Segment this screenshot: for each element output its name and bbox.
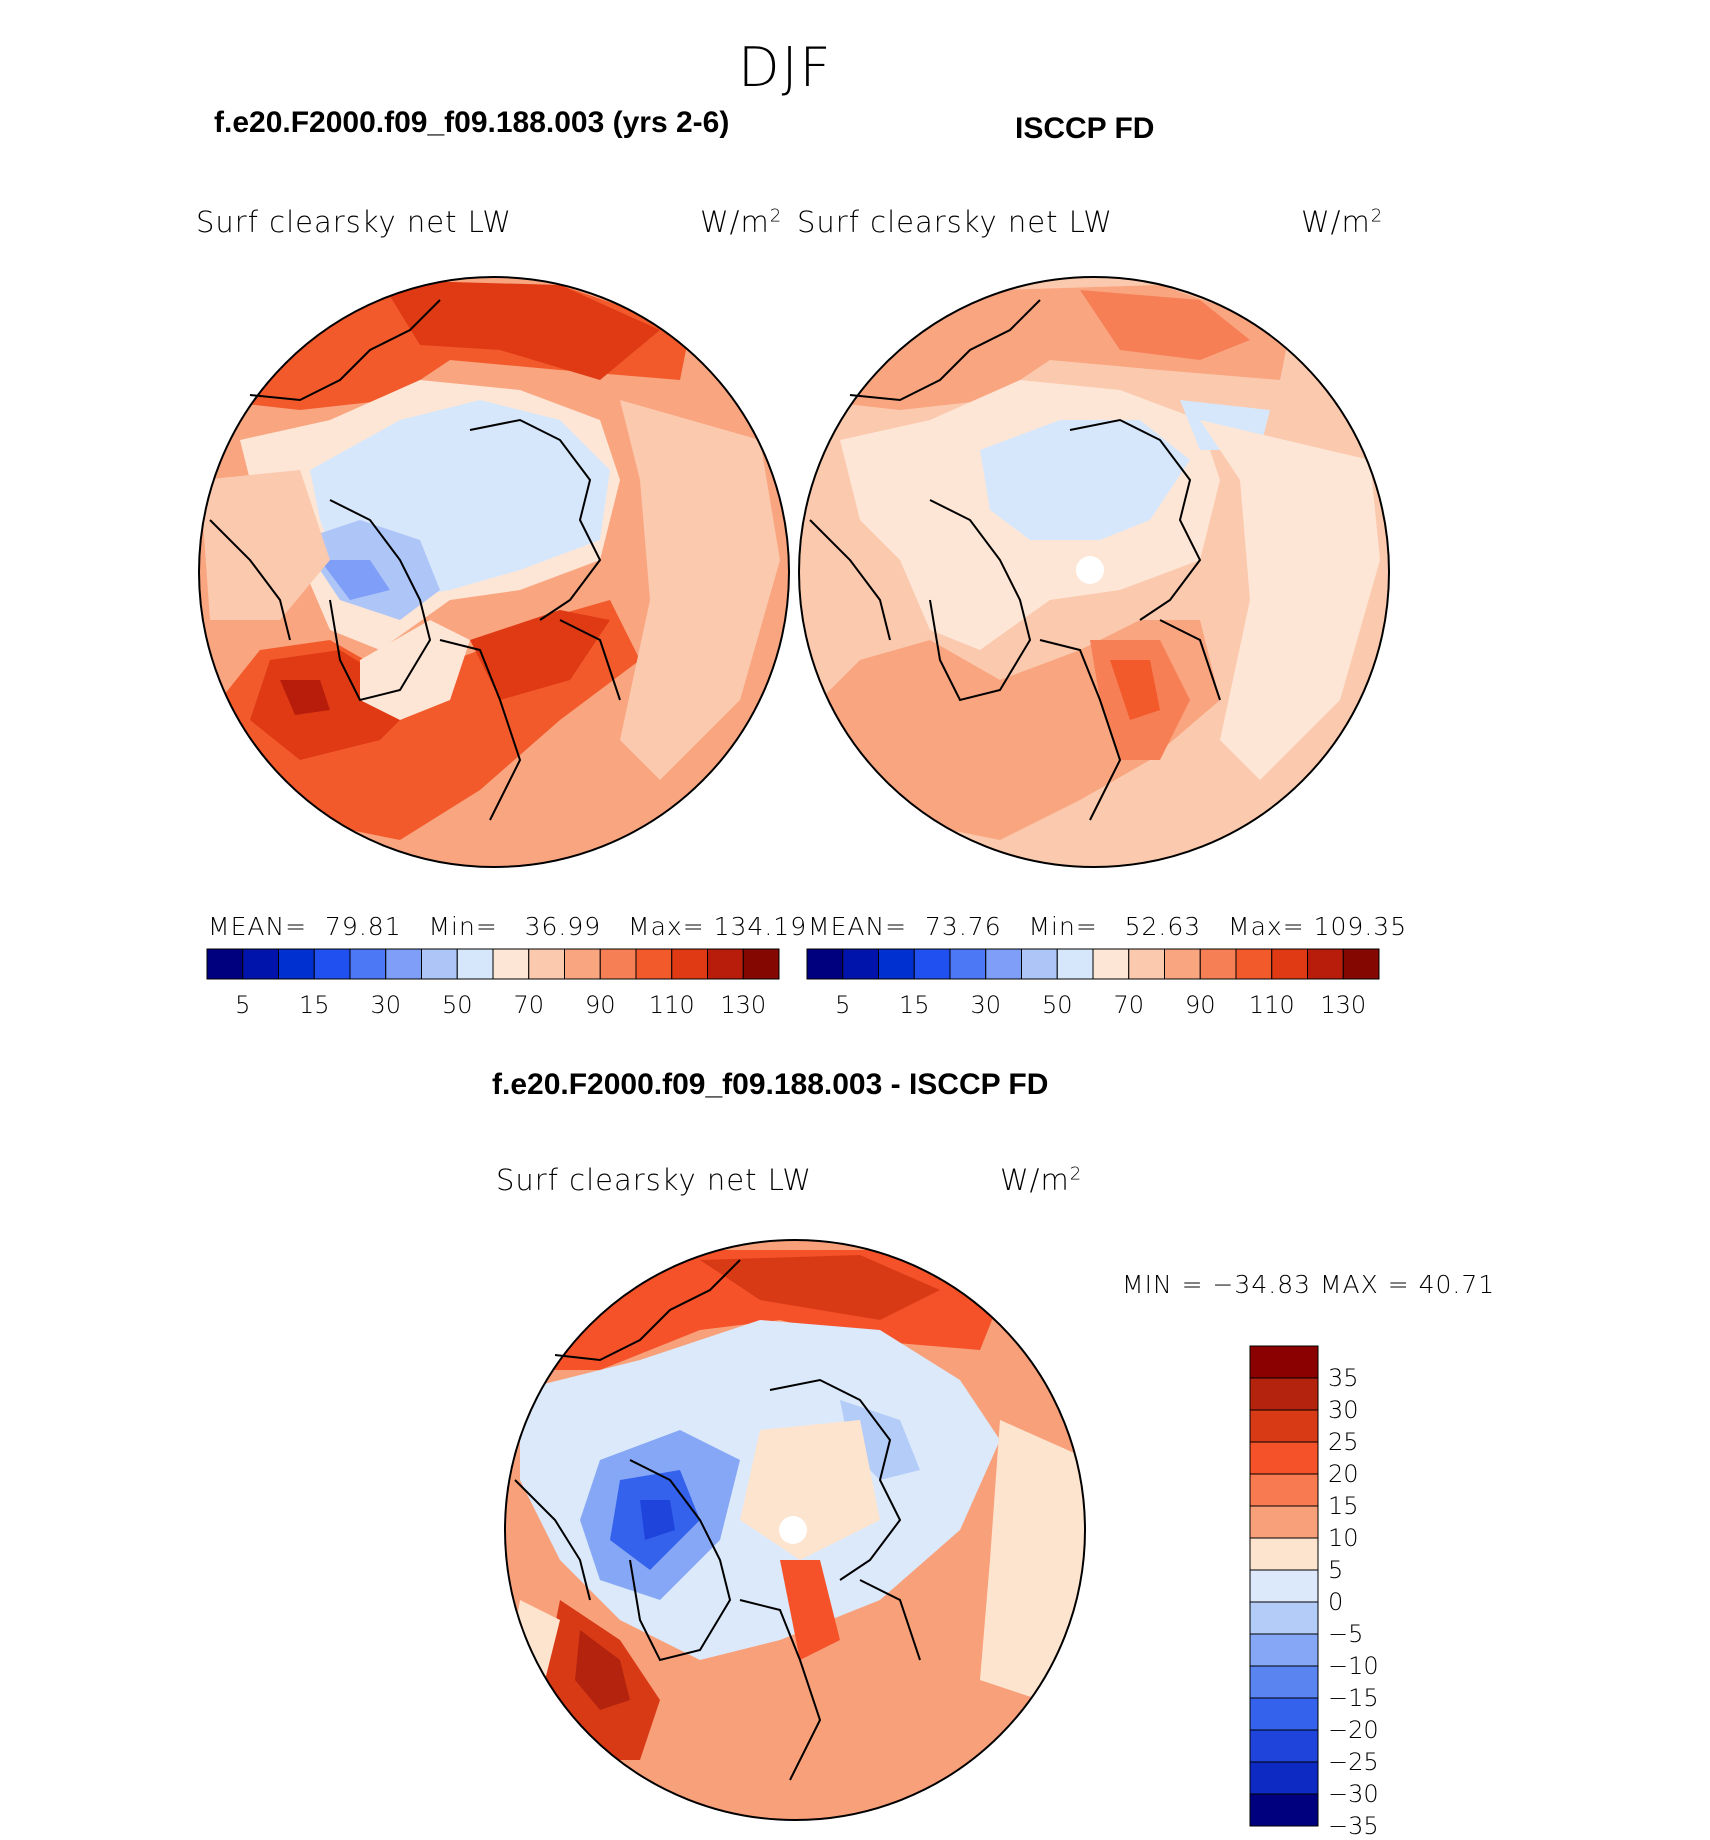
colorbar-swatch [1271, 948, 1308, 980]
colorbar-swatch [1249, 1409, 1319, 1443]
obs-var-label: Surf clearsky net LW [797, 205, 1113, 239]
colorbar-tick-label: 10 [1328, 1524, 1359, 1552]
colorbar-swatch [1199, 948, 1237, 980]
colorbar-swatch [1128, 948, 1165, 980]
colorbar-tick-label: −30 [1328, 1780, 1379, 1808]
colorbar-swatch [242, 948, 279, 980]
colorbar-swatch [949, 948, 987, 980]
model-colorbar [206, 948, 780, 980]
colorbar-swatch [278, 948, 315, 980]
obs-colorbar [806, 948, 1380, 980]
colorbar-swatch [913, 948, 951, 980]
colorbar-tick-label: 90 [1184, 991, 1216, 1019]
colorbar-tick-label: 70 [513, 991, 545, 1019]
colorbar-tick-label: 30 [370, 991, 402, 1019]
colorbar-swatch [349, 948, 387, 980]
colorbar-swatch [1092, 948, 1130, 980]
colorbar-tick-label: 90 [584, 991, 616, 1019]
colorbar-swatch [878, 948, 915, 980]
colorbar-swatch [385, 948, 422, 980]
colorbar-swatch [1307, 948, 1344, 980]
diff-minmax: MIN = −34.83 MAX = 40.71 [1122, 1270, 1496, 1299]
diff-panel-title: f.e20.F2000.f09_f09.188.003 - ISCCP FD [492, 1068, 1049, 1101]
colorbar-tick-label: 5 [235, 991, 251, 1019]
colorbar-tick-label: −35 [1328, 1812, 1379, 1840]
model-stats: MEAN= 79.81 Min= 36.99 Max= 134.19 [208, 912, 808, 941]
colorbar-swatch [1021, 948, 1058, 980]
colorbar-swatch [1164, 948, 1201, 980]
colorbar-swatch [528, 948, 565, 980]
colorbar-tick-label: 50 [441, 991, 473, 1019]
colorbar-swatch [564, 948, 601, 980]
colorbar-tick-label: 5 [835, 991, 851, 1019]
colorbar-tick-label: 110 [648, 991, 695, 1019]
colorbar-swatch [1249, 1377, 1319, 1411]
colorbar-swatch [1249, 1697, 1319, 1731]
colorbar-swatch [421, 948, 458, 980]
model-panel-title: f.e20.F2000.f09_f09.188.003 (yrs 2-6) [214, 106, 730, 139]
model-var-label: Surf clearsky net LW [196, 205, 512, 239]
obs-stats: MEAN= 73.76 Min= 52.63 Max= 109.35 [808, 912, 1408, 941]
colorbar-swatch [1249, 1441, 1319, 1475]
colorbar-swatch [1249, 1473, 1319, 1507]
colorbar-swatch [492, 948, 530, 980]
colorbar-tick-label: 130 [720, 991, 767, 1019]
colorbar-tick-label: 15 [298, 991, 330, 1019]
colorbar-tick-label: −25 [1328, 1748, 1379, 1776]
model-units: W/m2 [700, 205, 783, 239]
colorbar-swatch [842, 948, 879, 980]
colorbar-tick-label: 35 [1328, 1364, 1359, 1392]
colorbar-tick-label: 15 [1328, 1492, 1359, 1520]
colorbar-swatch [1249, 1601, 1319, 1635]
colorbar-swatch [707, 948, 744, 980]
colorbar-tick-label: 110 [1248, 991, 1295, 1019]
colorbar-tick-label: −10 [1328, 1652, 1379, 1680]
colorbar-tick-label: 50 [1041, 991, 1073, 1019]
colorbar-swatch [1249, 1345, 1319, 1379]
colorbar-tick-label: 70 [1113, 991, 1145, 1019]
colorbar-swatch [742, 948, 780, 980]
colorbar-tick-label: 30 [1328, 1396, 1359, 1424]
obs-panel-title: ISCCP FD [1015, 112, 1155, 145]
season-title: DJF [738, 36, 833, 99]
colorbar-swatch [1342, 948, 1380, 980]
colorbar-tick-label: 30 [970, 991, 1002, 1019]
colorbar-swatch [1056, 948, 1094, 980]
diff-var-label: Surf clearsky net LW [496, 1163, 812, 1197]
colorbar-swatch [1249, 1537, 1319, 1571]
colorbar-swatch [1249, 1665, 1319, 1699]
colorbar-swatch [1249, 1633, 1319, 1667]
colorbar-swatch [635, 948, 673, 980]
colorbar-swatch [206, 948, 244, 980]
colorbar-tick-label: −5 [1328, 1620, 1364, 1648]
colorbar-swatch [1249, 1505, 1319, 1539]
colorbar-swatch [1249, 1729, 1319, 1763]
colorbar-tick-label: 5 [1328, 1556, 1344, 1584]
colorbar-tick-label: 25 [1328, 1428, 1359, 1456]
colorbar-swatch [1249, 1569, 1319, 1603]
colorbar-tick-label: 0 [1328, 1588, 1344, 1616]
colorbar-swatch [1235, 948, 1273, 980]
colorbar-swatch [313, 948, 351, 980]
colorbar-tick-label: 20 [1328, 1460, 1359, 1488]
colorbar-swatch [671, 948, 708, 980]
colorbar-swatch [806, 948, 844, 980]
colorbar-swatch [1249, 1793, 1319, 1827]
colorbar-tick-label: −15 [1328, 1684, 1379, 1712]
colorbar-swatch [456, 948, 494, 980]
colorbar-swatch [985, 948, 1022, 980]
diff-units: W/m2 [1000, 1163, 1083, 1197]
diff-colorbar [1249, 1345, 1319, 1827]
colorbar-tick-label: 15 [898, 991, 930, 1019]
obs-units: W/m2 [1301, 205, 1384, 239]
colorbar-tick-label: 130 [1320, 991, 1367, 1019]
colorbar-swatch [599, 948, 637, 980]
colorbar-swatch [1249, 1761, 1319, 1795]
colorbar-tick-label: −20 [1328, 1716, 1379, 1744]
